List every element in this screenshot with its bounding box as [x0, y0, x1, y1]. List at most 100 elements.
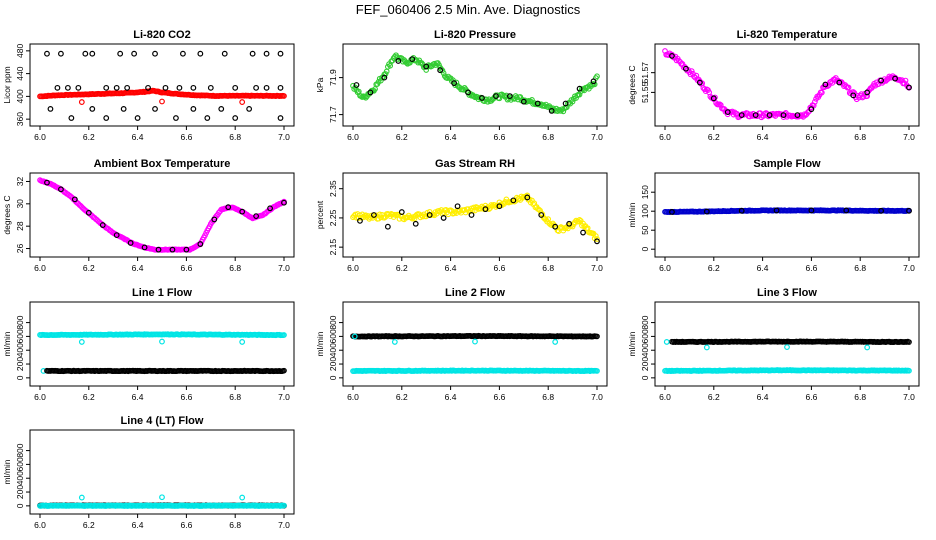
x-tick-label: 6.4: [445, 263, 457, 273]
y-axis-label: degrees C: [627, 65, 637, 104]
data-point: [906, 339, 912, 345]
y-axis-label: Licor ppm: [2, 66, 12, 103]
data-point: [590, 78, 597, 85]
chart-title: Li-820 Temperature: [737, 29, 838, 41]
x-tick-label: 7.0: [903, 392, 915, 402]
y-tick-label: 51.57: [640, 62, 650, 84]
x-tick-label: 6.0: [659, 392, 671, 402]
data-point: [878, 77, 885, 84]
chart-title: Line 4 (LT) Flow: [121, 415, 204, 427]
data-point: [218, 106, 225, 112]
x-tick-label: 6.4: [132, 520, 144, 530]
series-line-2-cyan-band: [350, 367, 600, 375]
y-tick-label: 600: [15, 329, 25, 343]
y-tick-label: 0: [640, 247, 650, 252]
x-tick-label: 6.4: [445, 392, 457, 402]
data-point: [197, 241, 204, 247]
data-point: [411, 215, 418, 222]
data-point: [277, 50, 284, 57]
data-point: [211, 216, 218, 223]
data-point: [398, 209, 405, 215]
x-tick-label: 6.4: [757, 132, 769, 142]
y-tick-label: 400: [15, 471, 25, 485]
data-point: [78, 339, 85, 345]
data-point: [403, 59, 410, 66]
y-tick-label: 200: [15, 485, 25, 499]
series-sample-flow-markers: [669, 207, 912, 215]
data-point: [710, 95, 717, 102]
x-tick-label: 6.0: [34, 263, 46, 273]
chart-licor_temp: Li-820 Temperature degrees C 6.0 6.2 6.4 6.6 6…: [627, 29, 920, 142]
x-tick-label: 6.8: [229, 520, 241, 530]
data-point: [357, 217, 363, 224]
data-point: [124, 84, 131, 91]
series-co2-scatter-high: [44, 50, 284, 57]
chart-title: Line 1 Flow: [132, 287, 192, 299]
x-tick-label: 6.6: [493, 132, 505, 142]
data-point: [246, 106, 253, 112]
data-point: [263, 84, 270, 91]
plot-frame: [654, 301, 920, 387]
data-point: [864, 344, 871, 351]
series-line-3-cyan-band: [662, 367, 912, 375]
data-point: [580, 229, 586, 236]
x-tick-label: 7.0: [278, 392, 290, 402]
data-point: [501, 92, 507, 99]
data-point: [566, 220, 573, 227]
data-point: [524, 194, 531, 201]
x-tick-label: 7.0: [278, 263, 290, 273]
data-point: [145, 84, 151, 91]
x-tick-label: 6.8: [229, 263, 241, 273]
data-point: [281, 502, 287, 509]
data-point: [594, 73, 600, 80]
data-point: [180, 50, 186, 57]
chart-sample_flow: Sample Flow ml/min 6.0 6.2 6.4 6.6 6.8 7.0 0 50 10…: [627, 158, 920, 273]
data-point: [538, 212, 545, 218]
data-point: [461, 207, 468, 213]
data-point: [576, 216, 583, 223]
y-axis-label: ml/min: [2, 459, 12, 484]
x-tick-label: 6.2: [708, 392, 720, 402]
data-point: [197, 50, 204, 57]
y-tick-label: 200: [640, 357, 650, 371]
data-point: [78, 99, 85, 105]
chart-title: Li-820 CO2: [133, 29, 190, 41]
data-point: [860, 93, 867, 100]
x-tick-label: 6.8: [229, 392, 241, 402]
data-point: [281, 93, 287, 99]
y-axis-label: kPa: [315, 77, 325, 92]
data-point: [784, 344, 790, 351]
y-tick-label: 71.9: [328, 69, 338, 86]
x-tick-label: 6.8: [542, 263, 554, 273]
x-tick-label: 6.2: [396, 132, 408, 142]
data-point: [183, 246, 190, 253]
data-point: [58, 186, 64, 193]
plot-frame: [654, 43, 920, 127]
data-point: [773, 207, 780, 214]
data-point: [850, 92, 857, 99]
y-tick-label: 0: [328, 375, 338, 380]
y-tick-label: 800: [15, 315, 25, 329]
plot-frame: [29, 43, 295, 127]
x-tick-label: 6.4: [132, 263, 144, 273]
x-tick-label: 6.8: [229, 132, 241, 142]
data-point: [395, 58, 402, 64]
data-point: [703, 208, 710, 215]
data-point: [468, 212, 475, 218]
data-point: [89, 50, 96, 57]
data-point: [454, 203, 461, 210]
x-tick-label: 6.4: [757, 392, 769, 402]
data-point: [141, 244, 148, 251]
data-point: [843, 207, 850, 214]
data-point: [451, 210, 457, 217]
data-point: [819, 89, 825, 96]
y-tick-label: 480: [15, 43, 25, 57]
x-tick-label: 6.0: [347, 263, 359, 273]
data-point: [54, 84, 61, 91]
data-point: [277, 84, 284, 91]
data-point: [493, 93, 499, 99]
x-tick-label: 7.0: [591, 392, 603, 402]
data-point: [281, 332, 287, 338]
x-tick-label: 6.8: [542, 392, 554, 402]
